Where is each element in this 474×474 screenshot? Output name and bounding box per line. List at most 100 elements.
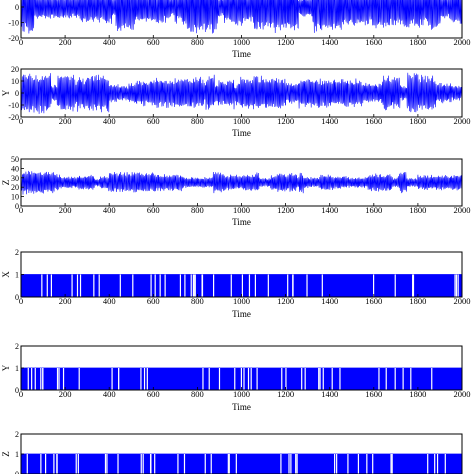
panel-6: 2 1 0 Z [1, 430, 463, 474]
y-tick-label: 2 [15, 248, 19, 257]
x-tick-label: 1400 [321, 37, 338, 47]
x-tick-label: 1600 [365, 296, 382, 306]
x-tick-label: 2000 [454, 37, 471, 47]
x-tick-label: 0 [19, 296, 23, 306]
x-tick-label: 1800 [409, 389, 426, 399]
panel-5: 2 1 0 Y 0 200 400 600 800 1000 1200 1400 1600 1800 200… [1, 342, 471, 412]
y-tick-label: 0 [15, 202, 19, 211]
y-axis-label: Y [1, 364, 11, 371]
x-tick-label: 600 [147, 389, 160, 399]
y-tick-label: 0 [15, 3, 19, 12]
x-axis-label: Time [232, 402, 251, 412]
x-tick-label: 1200 [277, 205, 294, 215]
x-tick-label: 1400 [321, 296, 338, 306]
x-tick-label: 200 [59, 205, 72, 215]
y-tick-label: 0 [15, 89, 19, 98]
y-tick-label: -10 [8, 101, 19, 110]
x-tick-label: 200 [59, 296, 72, 306]
x-tick-label: 1200 [277, 296, 294, 306]
x-tick-label: 0 [19, 37, 23, 47]
x-tick-label: 1800 [409, 296, 426, 306]
x-tick-label: 400 [103, 205, 116, 215]
x-tick-label: 800 [191, 37, 204, 47]
x-tick-label: 1200 [277, 389, 294, 399]
x-tick-label: 2000 [454, 116, 471, 126]
y-tick-label: 30 [11, 174, 19, 183]
x-axis-label: Time [232, 217, 251, 227]
y-tick-label: 10 [11, 193, 19, 202]
x-tick-label: 400 [103, 389, 116, 399]
x-tick-label: 600 [147, 205, 160, 215]
x-tick-label: 1800 [409, 116, 426, 126]
x-tick-label: 0 [19, 116, 23, 126]
y-tick-label: 20 [11, 183, 19, 192]
x-tick-label: 800 [191, 116, 204, 126]
panel-1: 0-10-20 0 200 400 600 800 1000 1200 1400 1600 1800… [8, 0, 471, 59]
x-tick-label: 2000 [454, 296, 471, 306]
x-tick-label: 1200 [277, 37, 294, 47]
x-tick-label: 1600 [365, 389, 382, 399]
y-tick-label: 1 [15, 450, 19, 459]
x-tick-label: 1200 [277, 116, 294, 126]
series-line [20, 72, 463, 114]
y-tick-label: 1 [15, 364, 19, 373]
y-axis-label: Y [1, 89, 11, 96]
series-line [20, 170, 463, 195]
x-tick-label: 1000 [233, 296, 250, 306]
panel-4: 2 1 0 X 0 200 400 600 800 1000 1200 1400 1600 1800 200… [1, 248, 471, 319]
x-tick-label: 800 [191, 389, 204, 399]
x-tick-label: 400 [103, 116, 116, 126]
x-tick-label: 0 [19, 389, 23, 399]
y-axis-label: X [1, 271, 11, 278]
y-tick-label: -20 [8, 34, 19, 43]
x-tick-label: 0 [19, 205, 23, 215]
x-tick-label: 1600 [365, 37, 382, 47]
x-tick-label: 1800 [409, 37, 426, 47]
x-tick-label: 400 [103, 296, 116, 306]
x-tick-label: 1400 [321, 116, 338, 126]
x-axis-label: Time [232, 49, 251, 59]
series-line [20, 0, 463, 34]
series-line [20, 453, 463, 474]
x-axis-label: Time [232, 309, 251, 319]
y-tick-label: 20 [11, 65, 19, 74]
y-tick-label: 0 [15, 386, 19, 395]
y-tick-label: 1 [15, 271, 19, 280]
x-tick-label: 1000 [233, 37, 250, 47]
y-tick-label: 50 [11, 155, 19, 164]
x-tick-label: 1000 [233, 389, 250, 399]
x-tick-label: 800 [191, 296, 204, 306]
x-tick-label: 2000 [454, 205, 471, 215]
x-tick-label: 1400 [321, 205, 338, 215]
y-tick-label: 10 [11, 77, 19, 86]
x-tick-label: 600 [147, 37, 160, 47]
y-tick-label: 2 [15, 430, 19, 439]
x-tick-label: 800 [191, 205, 204, 215]
x-tick-label: 400 [103, 37, 116, 47]
x-tick-label: 600 [147, 116, 160, 126]
y-tick-label: 2 [15, 342, 19, 351]
x-tick-label: 2000 [454, 389, 471, 399]
x-tick-label: 1000 [233, 116, 250, 126]
y-axis-label: Z [1, 451, 11, 457]
y-tick-label: 40 [11, 164, 19, 173]
y-axis-label: Z [1, 180, 11, 186]
series-line [20, 274, 463, 298]
y-tick-label: 0 [15, 470, 19, 474]
x-tick-label: 1800 [409, 205, 426, 215]
x-tick-label: 1600 [365, 205, 382, 215]
x-tick-label: 200 [59, 37, 72, 47]
x-tick-label: 1600 [365, 116, 382, 126]
x-tick-label: 200 [59, 389, 72, 399]
y-tick-label: -10 [8, 19, 19, 28]
x-tick-label: 1000 [233, 205, 250, 215]
x-tick-label: 600 [147, 296, 160, 306]
y-tick-label: 0 [15, 293, 19, 302]
x-tick-label: 200 [59, 116, 72, 126]
x-tick-label: 1400 [321, 389, 338, 399]
y-tick-label: -20 [8, 113, 19, 122]
x-axis-label: Time [232, 128, 251, 138]
